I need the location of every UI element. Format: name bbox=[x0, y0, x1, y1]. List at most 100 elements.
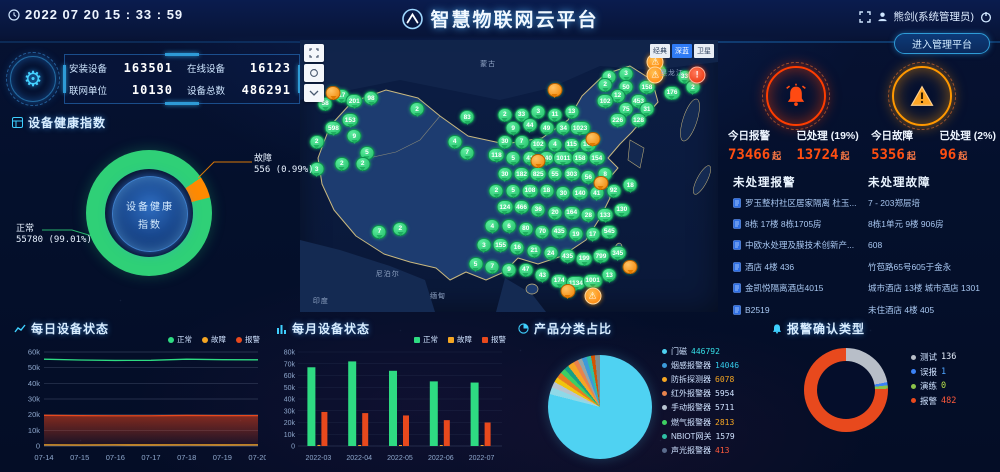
pending-fault-row[interactable]: 8栋1单元 9楼 906房 bbox=[868, 219, 944, 230]
map-pin[interactable]: 7 bbox=[484, 259, 500, 274]
pending-fault-row[interactable]: 608 bbox=[868, 240, 883, 251]
product-legend-item[interactable]: 声光报警器 413 bbox=[662, 443, 739, 457]
map-pin[interactable]: 1011 bbox=[553, 151, 574, 166]
map-pin[interactable]: 102 bbox=[596, 94, 614, 108]
map-layer-卫星[interactable]: 卫星 bbox=[694, 44, 714, 58]
map-pin[interactable]: 5 bbox=[468, 257, 484, 272]
map-pin[interactable]: 30 bbox=[497, 167, 513, 182]
map-fault-pin[interactable] bbox=[560, 284, 576, 299]
map-pin[interactable]: 154 bbox=[588, 151, 606, 166]
map-pin[interactable]: 176 bbox=[663, 85, 681, 100]
pending-fault-row[interactable]: 城市酒店 13楼 城市酒店 1301 bbox=[868, 283, 980, 294]
map-pin[interactable]: 70 bbox=[534, 224, 550, 239]
map-pin[interactable]: 44 bbox=[522, 118, 538, 133]
legend-item-故障[interactable]: 故障 bbox=[448, 334, 472, 345]
map-fault-pin[interactable] bbox=[530, 153, 546, 168]
map-pin[interactable]: 13 bbox=[601, 268, 617, 283]
map-pin[interactable]: 2 bbox=[409, 102, 425, 117]
map-pin[interactable]: 2 bbox=[488, 183, 504, 198]
legend-item-故障[interactable]: 故障 bbox=[202, 334, 226, 345]
map-pin[interactable]: 13 bbox=[564, 104, 580, 119]
map-pin[interactable]: 3 bbox=[476, 238, 492, 253]
map-pin[interactable]: 124 bbox=[496, 200, 514, 215]
map-pin[interactable]: 545 bbox=[600, 224, 618, 239]
pending-alarm-row[interactable]: 酒店 4楼 436 bbox=[733, 256, 869, 277]
map-pin[interactable]: 31 bbox=[639, 102, 655, 117]
map-alarm-badge[interactable]: ! bbox=[688, 66, 706, 84]
monthly-status-chart[interactable]: 0 10k 20k 30k 40k 50k 60k 70k 80k 2022-03 2022-04 2… bbox=[270, 318, 510, 470]
map-pin[interactable]: 83 bbox=[459, 110, 475, 125]
product-legend-item[interactable]: 门磁 446792 bbox=[662, 344, 739, 358]
map-pin[interactable]: 799 bbox=[592, 249, 610, 264]
map-pin[interactable]: 18 bbox=[622, 178, 638, 193]
map-pin[interactable]: 164 bbox=[563, 205, 581, 220]
map-pin[interactable]: 466 bbox=[513, 200, 530, 215]
map-pin[interactable]: 98 bbox=[363, 91, 379, 106]
map-pin[interactable]: 158 bbox=[638, 80, 656, 95]
map-warning-badge[interactable]: ⚠ bbox=[646, 66, 664, 84]
product-pie-chart[interactable] bbox=[548, 355, 652, 459]
map-pin[interactable]: 435 bbox=[559, 249, 576, 264]
map-pin[interactable]: 1023 bbox=[569, 121, 591, 136]
map-pin[interactable]: 140 bbox=[571, 186, 589, 201]
map-layer-经典[interactable]: 经典 bbox=[650, 44, 670, 58]
legend-item-正常[interactable]: 正常 bbox=[168, 334, 192, 345]
map-fault-pin[interactable] bbox=[622, 259, 638, 274]
product-legend-item[interactable]: 手动报警器 5711 bbox=[662, 401, 739, 415]
product-legend-item[interactable]: 红外报警器 5954 bbox=[662, 387, 739, 401]
map-pin[interactable]: 102 bbox=[529, 137, 547, 152]
product-legend-item[interactable]: 防拆探测器 6078 bbox=[662, 372, 739, 386]
map-pin[interactable]: 3 bbox=[618, 66, 634, 81]
map-pin[interactable]: 3 bbox=[530, 104, 546, 119]
map-pin[interactable]: 43 bbox=[534, 268, 550, 283]
pending-alarm-row[interactable]: 罗玉整村社区居家隔离 杜玉... bbox=[733, 192, 869, 213]
map-pin[interactable]: 28 bbox=[580, 208, 596, 223]
map-pin[interactable]: 33 bbox=[514, 107, 530, 122]
pending-alarm-row[interactable]: 金凯悦隔离酒店4015 bbox=[733, 278, 869, 299]
legend-item-报警[interactable]: 报警 bbox=[482, 334, 506, 345]
map-pin[interactable]: 21 bbox=[526, 243, 542, 258]
fullscreen-icon[interactable] bbox=[858, 10, 871, 23]
map-pin[interactable]: 345 bbox=[609, 246, 627, 261]
map-pin[interactable]: 303 bbox=[563, 167, 581, 182]
map-pin[interactable]: 9 bbox=[346, 129, 362, 144]
map-pin[interactable]: 80 bbox=[518, 221, 534, 236]
map-pin[interactable]: 4 bbox=[484, 219, 500, 234]
map-pin[interactable]: 153 bbox=[341, 113, 359, 128]
map-pin[interactable]: 2 bbox=[355, 156, 371, 171]
map-fullscreen-button[interactable] bbox=[304, 44, 324, 62]
map-pin[interactable]: 55 bbox=[547, 167, 563, 182]
power-icon[interactable] bbox=[980, 11, 992, 23]
alarm-legend-item[interactable]: 报警 482 bbox=[911, 394, 956, 409]
map-reset-button[interactable] bbox=[304, 64, 324, 82]
map-pin[interactable]: 598 bbox=[325, 121, 342, 136]
map-pin[interactable]: 92 bbox=[606, 183, 621, 198]
map-pin[interactable]: 108 bbox=[521, 183, 539, 198]
product-legend-item[interactable]: NBIOT网关 1579 bbox=[662, 429, 739, 443]
pending-fault-row[interactable]: 7 - 203郑层培 bbox=[868, 197, 920, 208]
map-pin[interactable]: 5 bbox=[505, 151, 521, 166]
map-pin[interactable]: 30 bbox=[555, 186, 571, 201]
map-pin[interactable]: 36 bbox=[530, 202, 546, 217]
map-pin[interactable]: 47 bbox=[518, 262, 534, 277]
map-pin[interactable]: 182 bbox=[513, 167, 530, 182]
map-pin[interactable]: 49 bbox=[539, 121, 555, 136]
pending-alarm-row[interactable]: B2519 bbox=[733, 299, 869, 320]
map-pin[interactable]: 435 bbox=[550, 224, 568, 239]
legend-item-正常[interactable]: 正常 bbox=[414, 334, 438, 345]
china-map[interactable]: 58 17 201 98 153 598 2 9 5 2 2 3 7 2 2 83 4 7 2 33 3 11 13 9 44 4… bbox=[300, 40, 718, 312]
map-layer-深蓝[interactable]: 深蓝 bbox=[672, 44, 692, 58]
map-pin[interactable]: 9 bbox=[505, 121, 521, 136]
daily-status-chart[interactable]: 0 10k 20k 30k 40k 50k 60k 07-14 07-15 07-16 07-17 0… bbox=[6, 318, 266, 470]
map-pin[interactable]: 155 bbox=[492, 238, 510, 253]
pending-fault-row[interactable]: 竹苞路65号605于金永 bbox=[868, 261, 952, 272]
map-pin[interactable]: 158 bbox=[571, 151, 589, 166]
map-pin[interactable]: 7 bbox=[459, 145, 475, 160]
map-pin[interactable]: 11 bbox=[547, 107, 563, 122]
pending-alarm-row[interactable]: 8栋 17楼 8栋1705房 bbox=[733, 213, 869, 234]
map-pin[interactable]: 24 bbox=[543, 246, 559, 261]
map-pin[interactable]: 75 bbox=[618, 102, 634, 117]
map-pin[interactable]: 2 bbox=[597, 77, 613, 92]
enter-admin-button[interactable]: 进入管理平台 bbox=[894, 33, 990, 54]
map-pin[interactable]: 2 bbox=[392, 221, 408, 236]
